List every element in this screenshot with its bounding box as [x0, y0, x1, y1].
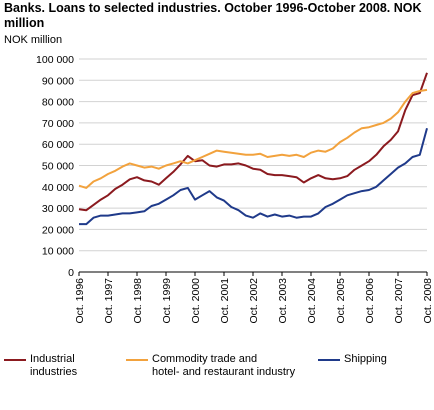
- legend-label-shipping: Shipping: [344, 353, 387, 365]
- x-axis-ticks: Oct. 1996 Oct. 1997 Oct. 1998 Oct. 1999 Oct.…: [74, 272, 434, 324]
- y-tick-label-6: 60 000: [42, 139, 74, 151]
- legend-label-industrial: Industrial industries: [30, 353, 78, 378]
- x-tick-label-12: Oct. 2008: [422, 278, 434, 324]
- x-tick-label-11: Oct. 2007: [393, 278, 405, 324]
- x-tick-label-7: Oct. 2003: [277, 278, 289, 324]
- x-tick-label-2: Oct. 1998: [132, 278, 144, 324]
- y-axis-unit-label: NOK million: [4, 34, 63, 46]
- x-tick-label-8: Oct. 2004: [306, 278, 318, 324]
- x-tick-label-10: Oct. 2006: [364, 278, 376, 324]
- y-tick-label-8: 80 000: [42, 97, 74, 109]
- y-tick-label-5: 50 000: [42, 161, 74, 173]
- y-tick-label-10: 100 000: [36, 54, 74, 66]
- x-tick-label-5: Oct. 2001: [219, 278, 231, 324]
- series-line-commodity: [78, 88, 428, 189]
- y-tick-label-2: 20 000: [42, 224, 74, 236]
- series-lines: [78, 72, 428, 226]
- y-tick-label-1: 10 000: [42, 246, 74, 258]
- y-axis-ticks: 0 10 000 20 000 30 000 40 000 50 000 60 000 70 …: [36, 54, 74, 279]
- x-tick-label-3: Oct. 1999: [161, 278, 173, 324]
- x-tick-label-9: Oct. 2005: [335, 278, 347, 324]
- legend-swatch-industrial: [4, 359, 26, 361]
- y-tick-label-0: 0: [68, 267, 74, 279]
- y-tick-label-3: 30 000: [42, 203, 74, 215]
- chart-title: Banks. Loans to selected industries. Oct…: [4, 1, 422, 30]
- y-tick-label-7: 70 000: [42, 118, 74, 130]
- x-tick-label-1: Oct. 1997: [103, 278, 115, 324]
- series-line-industrial: [78, 72, 428, 212]
- legend-swatch-shipping: [318, 359, 340, 361]
- x-tick-label-0: Oct. 1996: [74, 278, 86, 324]
- y-tick-label-9: 90 000: [42, 75, 74, 87]
- x-tick-label-4: Oct. 2000: [190, 278, 202, 324]
- series-line-shipping: [79, 127, 428, 226]
- y-tick-label-4: 40 000: [42, 182, 74, 194]
- line-chart: 0 10 000 20 000 30 000 40 000 50 000 60 000 70 …: [36, 54, 434, 324]
- grid-lines: [79, 58, 427, 252]
- legend-swatch-commodity: [126, 359, 148, 361]
- legend-label-commodity: Commodity trade and hotel- and restauran…: [152, 353, 296, 378]
- x-tick-label-6: Oct. 2002: [248, 278, 260, 324]
